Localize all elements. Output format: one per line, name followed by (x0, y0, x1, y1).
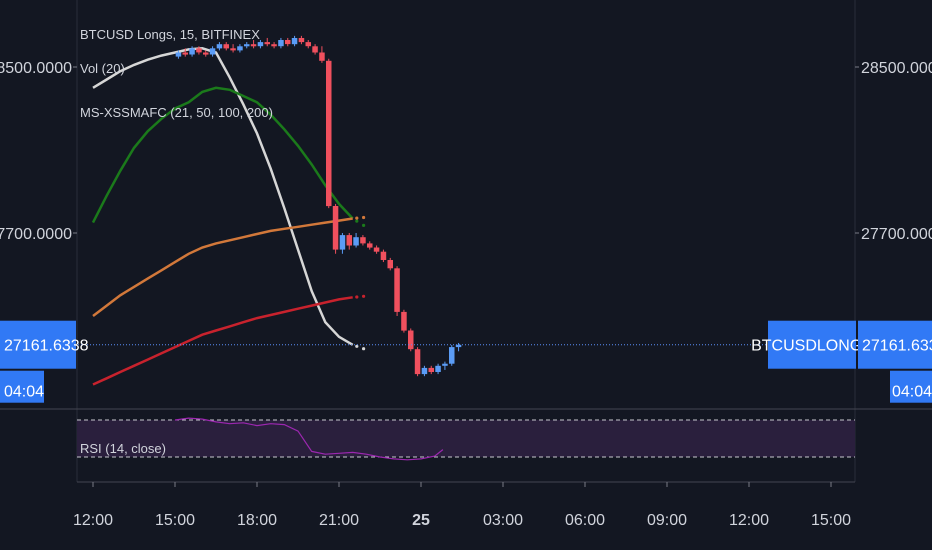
sma-50-projection-dot (355, 219, 359, 223)
sma-100-projection-dot (362, 215, 366, 220)
candle[interactable] (196, 48, 202, 53)
countdown-badge-left (0, 370, 44, 403)
countdown-label-right: 04:04 (892, 384, 932, 401)
candle[interactable] (257, 42, 264, 47)
price-badge-left[interactable] (0, 320, 76, 369)
candle[interactable] (455, 344, 462, 348)
candle[interactable] (230, 48, 236, 51)
main-pane[interactable] (0, 35, 932, 386)
candle[interactable] (353, 237, 359, 246)
candle[interactable] (414, 349, 421, 375)
time-tick-label: 06:00 (565, 512, 605, 529)
price-badge-right[interactable] (858, 320, 932, 369)
candle[interactable] (319, 52, 325, 61)
sma-50-projection-dot (362, 223, 366, 227)
price-axis-left[interactable]: 28500.0000 27700.0000 27161.6338 04:04 (0, 60, 89, 403)
sma-50-line (91, 86, 354, 224)
time-tick-label: 18:00 (237, 512, 277, 529)
candle[interactable] (175, 52, 182, 57)
time-tick-label: 12:00 (73, 512, 113, 529)
candle[interactable] (346, 235, 353, 246)
time-tick-label: 21:00 (319, 512, 359, 529)
candle[interactable] (209, 48, 216, 55)
time-tick-label: 12:00 (729, 512, 769, 529)
candle[interactable] (360, 237, 366, 244)
candle[interactable] (326, 60, 332, 207)
candle[interactable] (442, 363, 448, 366)
candle[interactable] (278, 40, 284, 47)
price-axis-right[interactable]: 28500.0000 27700.0000 BTCUSDLONGS27161.633… (751, 60, 932, 403)
rsi-band (77, 420, 855, 457)
candle[interactable] (250, 44, 257, 47)
grid (0, 0, 932, 483)
series-name-badge[interactable] (768, 320, 856, 369)
candle[interactable] (223, 44, 230, 49)
countdown-badge-right (890, 370, 932, 403)
candle[interactable] (271, 44, 277, 47)
time-tick-label: 03:00 (483, 512, 523, 529)
candle[interactable] (237, 46, 243, 51)
sma-200-projection-dot (355, 295, 359, 299)
time-tick-label: 15:00 (811, 512, 851, 529)
time-tick-label: 15:00 (155, 512, 195, 529)
candle[interactable] (264, 42, 271, 45)
sma-21-line (92, 47, 354, 346)
countdown-label-left: 04:04 (4, 384, 44, 401)
series-name-label: BTCUSDLONGS (751, 338, 873, 355)
current-price-label-left: 27161.6338 (4, 338, 89, 355)
candle[interactable] (428, 367, 435, 372)
time-axis[interactable]: 12:00 15:00 18:00 21:00 25 03:00 06:00 09:00 12:… (73, 482, 851, 529)
candle[interactable] (203, 52, 209, 55)
candle[interactable] (312, 46, 318, 53)
candle[interactable] (216, 44, 223, 49)
sma-21-projection-dot (362, 347, 366, 351)
candle[interactable] (408, 330, 414, 350)
price-tick-label-right: 28500.0000 (861, 60, 932, 77)
candle[interactable] (449, 347, 455, 364)
candle[interactable] (291, 38, 298, 45)
price-tick-label-left: 27700.0000 (0, 226, 72, 243)
current-price-label-right: 27161.6338 (862, 338, 932, 355)
candle[interactable] (401, 311, 407, 331)
sma-100-line (92, 217, 353, 317)
candle[interactable] (285, 40, 291, 45)
candle[interactable] (421, 367, 428, 375)
candle[interactable] (182, 52, 189, 55)
candle[interactable] (305, 42, 312, 47)
candle[interactable] (332, 206, 339, 250)
time-tick-label: 09:00 (647, 512, 687, 529)
sma-100-projection-dot (355, 216, 359, 220)
time-tick-label: 25 (412, 512, 430, 529)
price-tick-label-left: 28500.0000 (0, 60, 72, 77)
rsi-pane[interactable] (77, 417, 855, 461)
price-tick-label-right: 27700.0000 (861, 226, 932, 243)
candle[interactable] (373, 247, 380, 252)
candle[interactable] (387, 260, 394, 269)
candle[interactable] (189, 48, 195, 55)
candle[interactable] (394, 268, 400, 312)
legend-symbol[interactable]: BTCUSD Longs, 15, BITFINEX (80, 27, 260, 42)
candle[interactable] (435, 365, 441, 372)
candle[interactable] (367, 243, 373, 248)
candle[interactable] (298, 38, 305, 43)
candle[interactable] (244, 44, 250, 47)
sma-200-projection-dot (362, 294, 366, 298)
candle[interactable] (339, 235, 346, 250)
rsi-line (174, 417, 444, 461)
candle[interactable] (380, 251, 387, 260)
sma-21-projection-dot (355, 344, 359, 348)
sma-200-line (92, 296, 353, 386)
legend-moving-averages[interactable]: MS-XSSMAFC (21, 50, 100, 200) (80, 105, 273, 120)
legend-volume[interactable]: Vol (20) (80, 61, 125, 76)
legend-rsi[interactable]: RSI (14, close) (80, 441, 166, 456)
